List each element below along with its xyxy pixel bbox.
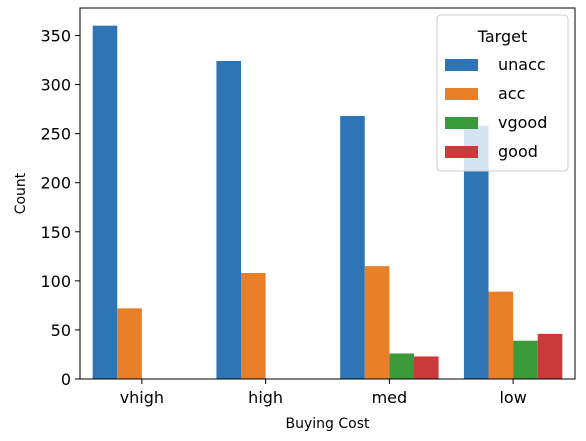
bar-good-med — [413, 356, 439, 379]
bar-acc-low — [488, 291, 514, 379]
bar-acc-vhigh — [117, 308, 142, 379]
x-tick-label: low — [499, 388, 526, 407]
legend-swatch-acc — [445, 88, 478, 100]
bar-unacc-high — [216, 61, 242, 379]
x-axis-ticks: vhigh high med low — [120, 379, 527, 407]
bar-vgood-med — [389, 353, 414, 379]
bar-acc-high — [241, 273, 266, 379]
bar-unacc-vhigh — [92, 25, 118, 379]
legend-swatch-unacc — [445, 59, 478, 71]
y-tick-label: 250 — [40, 125, 71, 144]
legend-label-good: good — [498, 142, 538, 161]
x-axis-label: Buying Cost — [286, 416, 370, 432]
y-tick-label: 300 — [40, 76, 71, 95]
legend: Target unacc acc vgood good — [436, 14, 569, 172]
axes-layer — [79, 7, 576, 380]
x-tick-label: med — [372, 388, 408, 407]
legend-box — [436, 14, 569, 172]
y-tick-label: 50 — [51, 321, 71, 340]
y-axis-ticks: 0 50 100 150 200 250 300 350 — [40, 26, 80, 389]
legend-label-vgood: vgood — [498, 113, 547, 132]
legend-title: Target — [477, 27, 528, 46]
y-tick-label: 350 — [40, 26, 71, 45]
y-tick-label: 0 — [61, 370, 71, 389]
plot-frame — [79, 7, 576, 380]
bar-good-low — [537, 333, 563, 379]
legend-swatch-good — [445, 146, 478, 158]
legend-label-unacc: unacc — [498, 55, 546, 74]
bar-vgood-low — [513, 340, 538, 379]
legend-label-acc: acc — [498, 84, 525, 103]
bar-unacc-med — [340, 115, 365, 380]
legend-swatch-vgood — [445, 117, 478, 129]
x-tick-label: high — [248, 388, 283, 407]
x-tick-label: vhigh — [120, 388, 164, 407]
y-tick-label: 100 — [40, 272, 71, 291]
bar-acc-med — [364, 266, 390, 379]
y-tick-label: 150 — [40, 223, 71, 242]
y-tick-label: 200 — [40, 174, 71, 193]
y-axis-label: Count — [13, 172, 29, 214]
